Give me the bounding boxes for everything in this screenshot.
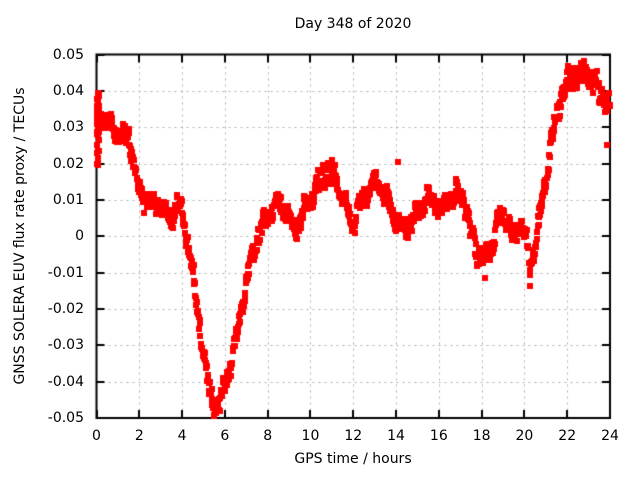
- x-axis-label: GPS time / hours: [294, 451, 412, 467]
- y-tick-label: -0.01: [47, 264, 84, 281]
- x-tick-label: 0: [92, 428, 101, 444]
- y-tick-label: -0.02: [47, 300, 84, 317]
- x-tick-label: 16: [429, 428, 448, 444]
- x-tick-label: 4: [177, 428, 187, 444]
- y-tick-label: 0.03: [52, 119, 84, 136]
- y-tick-label: -0.05: [47, 410, 84, 426]
- x-tick-label: 14: [387, 428, 405, 444]
- x-tick-label: 10: [301, 428, 320, 444]
- y-tick-label: 0.02: [52, 155, 84, 172]
- y-tick-label: 0.05: [52, 46, 84, 63]
- y-tick-label: -0.03: [47, 337, 84, 354]
- y-tick-label: 0.01: [52, 191, 84, 208]
- x-tick-label: 22: [558, 428, 577, 444]
- y-tick-label: 0.04: [52, 82, 84, 99]
- x-tick-label: 12: [344, 428, 363, 444]
- x-tick-label: 2: [134, 428, 144, 444]
- x-tick-label: 6: [220, 428, 230, 444]
- x-tick-label: 18: [472, 428, 491, 444]
- y-tick-label: -0.04: [47, 373, 84, 390]
- y-tick-label: 0: [75, 228, 84, 245]
- x-tick-label: 24: [601, 428, 619, 444]
- x-tick-label: 8: [263, 428, 273, 444]
- x-tick-label: 20: [515, 428, 534, 444]
- chart-title: Day 348 of 2020: [294, 16, 412, 32]
